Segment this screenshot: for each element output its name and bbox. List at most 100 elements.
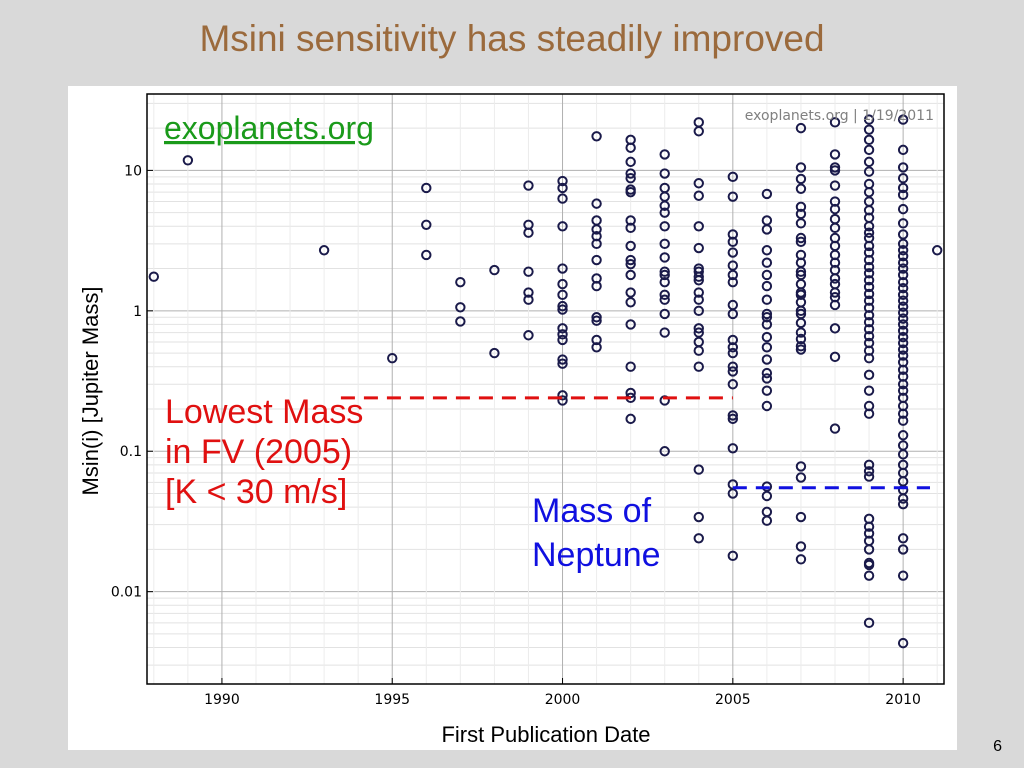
data-point — [897, 408, 909, 419]
data-point — [761, 373, 773, 384]
y-tick-label: 0.1 — [120, 444, 142, 460]
data-point — [693, 345, 704, 356]
data-point — [897, 250, 909, 262]
data-point — [761, 354, 773, 365]
data-point — [523, 294, 534, 305]
data-point — [421, 249, 432, 261]
data-point — [761, 400, 773, 412]
data-point — [693, 242, 704, 254]
data-point — [693, 190, 704, 201]
data-point — [863, 124, 875, 135]
data-point — [863, 385, 875, 396]
data-point — [557, 390, 568, 401]
y-tick-label: 10 — [124, 163, 142, 179]
data-point — [897, 337, 909, 349]
data-point — [727, 171, 739, 183]
data-point — [625, 240, 636, 252]
data-point — [897, 282, 909, 294]
data-point — [897, 289, 909, 301]
data-point — [557, 300, 568, 312]
data-point — [557, 289, 568, 301]
data-point — [557, 263, 568, 274]
data-point — [897, 301, 909, 312]
data-point — [795, 218, 807, 229]
chart-credit: exoplanets.org | 1/19/2011 — [745, 108, 934, 124]
data-point — [693, 464, 704, 475]
exoplanets-logo[interactable]: exoplanets.org — [164, 110, 374, 146]
data-point — [489, 264, 500, 276]
data-point — [897, 238, 909, 250]
data-point — [625, 156, 636, 168]
data-point — [727, 236, 739, 248]
data-point — [727, 334, 739, 346]
data-point — [557, 323, 568, 334]
data-point — [659, 289, 670, 301]
data-point — [693, 294, 704, 305]
data-point — [659, 252, 670, 263]
data-point — [727, 260, 739, 271]
data-point — [625, 172, 636, 184]
data-point — [693, 327, 704, 338]
data-point — [863, 471, 875, 482]
data-point — [795, 472, 807, 483]
data-point — [761, 257, 773, 268]
data-point — [863, 166, 875, 177]
data-point — [897, 307, 909, 318]
data-point — [727, 550, 739, 562]
data-point — [829, 149, 841, 160]
data-point — [455, 276, 466, 288]
data-point — [693, 271, 704, 282]
data-point — [625, 222, 636, 234]
lowest-mass-label: in FV (2005) — [165, 433, 352, 471]
data-point — [863, 544, 875, 555]
data-point — [693, 323, 704, 334]
data-point — [659, 266, 670, 277]
data-point — [761, 294, 773, 305]
data-point — [727, 347, 739, 359]
data-point — [829, 257, 841, 268]
data-point — [625, 186, 636, 198]
data-point — [625, 287, 636, 298]
data-point — [659, 308, 670, 320]
data-point — [795, 162, 807, 173]
data-point — [863, 254, 875, 266]
data-point — [659, 276, 670, 288]
data-point — [727, 361, 739, 372]
data-point — [897, 269, 909, 281]
data-point — [863, 275, 875, 286]
data-point — [761, 319, 773, 330]
data-point — [659, 294, 670, 305]
data-point — [761, 245, 773, 256]
data-point — [863, 352, 875, 364]
data-point — [897, 637, 909, 649]
data-point — [693, 361, 704, 372]
data-point — [897, 172, 909, 184]
data-point — [897, 189, 909, 201]
data-point — [795, 183, 807, 194]
data-point — [897, 263, 909, 274]
data-point — [659, 269, 670, 281]
data-point — [829, 423, 841, 434]
data-point — [863, 240, 875, 252]
data-point — [761, 312, 773, 323]
data-point — [795, 327, 807, 338]
data-point — [523, 180, 534, 191]
data-point — [863, 408, 875, 419]
data-point — [693, 287, 704, 298]
data-point — [761, 280, 773, 292]
data-point — [557, 193, 568, 204]
data-point — [727, 443, 739, 454]
data-point — [795, 201, 807, 213]
data-point — [897, 229, 909, 240]
data-point — [897, 498, 909, 510]
data-point — [897, 295, 909, 306]
data-point — [897, 203, 909, 215]
data-point — [829, 203, 841, 215]
data-point — [659, 149, 670, 160]
neptune-label: Neptune — [532, 536, 661, 574]
data-point — [761, 385, 773, 396]
data-point — [897, 544, 909, 555]
data-point — [863, 310, 875, 321]
data-point — [795, 305, 807, 317]
y-tick-label: 0.01 — [111, 585, 142, 601]
